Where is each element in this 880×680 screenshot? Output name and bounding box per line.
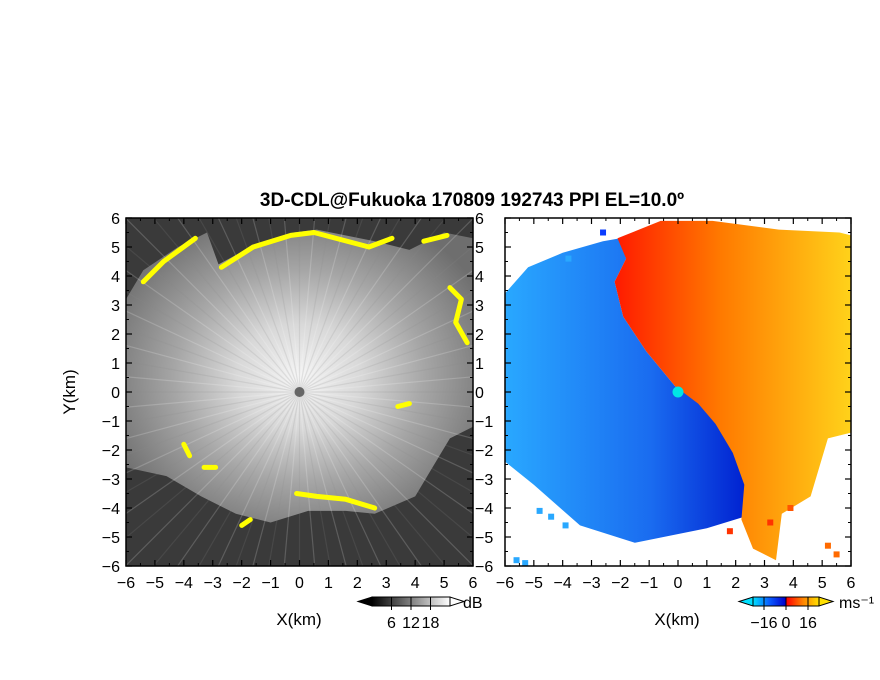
colorbar-high-arrow	[449, 596, 466, 607]
figure-title: 3D-CDL@Fukuoka 170809 192743 PPI EL=10.0…	[260, 190, 684, 211]
y-tick-label: 0	[111, 385, 120, 402]
x-tick-label: 4	[789, 575, 798, 592]
x-tick-label: −2	[233, 575, 251, 592]
colorbar-tick-label: −16	[750, 615, 777, 632]
y-tick-label-right: −4	[475, 501, 493, 518]
colorbar-tick-label: 12	[402, 615, 420, 632]
x-tick-label: −3	[204, 575, 222, 592]
y-tick-label-right: 5	[475, 240, 484, 257]
snr-image	[126, 218, 473, 566]
colorbar-low-arrow	[356, 596, 373, 607]
y-tick-label: 3	[111, 298, 120, 315]
x-tick-label: −1	[261, 575, 279, 592]
y-tick-label: −4	[102, 501, 120, 518]
colorbar-tick-label: 16	[799, 615, 817, 632]
x-tick-label: 3	[760, 575, 769, 592]
colorbar-unit: dB	[463, 595, 483, 612]
x-tick-label: −4	[554, 575, 572, 592]
y-tick-label-right: 1	[475, 356, 484, 373]
x-tick-label: −5	[146, 575, 164, 592]
y-tick-label-right: −1	[475, 414, 493, 431]
velocity-approaching-region	[505, 238, 748, 543]
x-tick-label: 4	[411, 575, 420, 592]
x-tick-label: 5	[818, 575, 827, 592]
x-tick-label: 1	[324, 575, 333, 592]
colorbar-low-arrow	[737, 596, 754, 607]
y-tick-label-right: 2	[475, 327, 484, 344]
y-tick-label-right: −3	[475, 472, 493, 489]
snr-echo-region	[126, 229, 473, 523]
y-tick-label: −6	[102, 559, 120, 576]
x-tick-label: 0	[674, 575, 683, 592]
x-tick-label: 2	[353, 575, 362, 592]
x-tick-label: 1	[702, 575, 711, 592]
x-tick-label: −4	[175, 575, 193, 592]
y-tick-label: 4	[111, 269, 120, 286]
colorbar-tick-label: 18	[422, 615, 440, 632]
y-tick-label-right: 0	[475, 385, 484, 402]
y-tick-label: 6	[111, 211, 120, 228]
snr-colorbar: 6 12 18 dB	[356, 595, 483, 632]
velocity-axis-ticks: −6 −5 −4 −3 −2 −1 0 1 2 3 4 5 6	[496, 217, 856, 592]
velocity-image	[505, 218, 851, 566]
y-tick-label: 1	[111, 356, 120, 373]
snr-panel: −6 −5 −4 −3 −2 −1 0 1 2 3 4 5 6−6 −6−5 −5−4 −4−3 −3−2 −2−…	[60, 211, 494, 632]
velocity-edge-speckle	[513, 229, 840, 566]
y-axis-label: Y(km)	[60, 369, 79, 414]
velocity-colorbar: −16 0 16 ms⁻¹	[737, 595, 874, 632]
radar-site-marker-right	[672, 386, 684, 398]
y-tick-label-right: 3	[475, 298, 484, 315]
y-tick-label-right: −2	[475, 443, 493, 460]
snr-saturated-highlight	[140, 230, 470, 528]
y-tick-label: −5	[102, 530, 120, 547]
x-tick-label: −6	[117, 575, 135, 592]
colorbar-high-arrow	[818, 596, 835, 607]
x-tick-label: −1	[640, 575, 658, 592]
y-tick-label-right: −5	[475, 530, 493, 547]
y-tick-label-right: 4	[475, 269, 484, 286]
velocity-receding-region	[614, 220, 851, 561]
x-axis-label-right: X(km)	[654, 610, 699, 629]
x-tick-label: 3	[382, 575, 391, 592]
y-tick-label: 5	[111, 240, 120, 257]
colorbar-tick-label: 6	[387, 615, 396, 632]
y-tick-label-right: −6	[475, 559, 493, 576]
y-tick-label-right: 6	[475, 211, 484, 228]
x-tick-label: 5	[440, 575, 449, 592]
snr-radial-texture	[126, 218, 473, 566]
x-tick-label: −3	[582, 575, 600, 592]
x-tick-label: −5	[525, 575, 543, 592]
y-tick-label: −1	[102, 414, 120, 431]
colorbar-unit: ms⁻¹	[839, 595, 874, 612]
x-tick-label: 6	[469, 575, 478, 592]
x-tick-label: 2	[731, 575, 740, 592]
x-tick-label: −2	[611, 575, 629, 592]
x-tick-label: −6	[496, 575, 514, 592]
snr-axis-ticks: −6 −5 −4 −3 −2 −1 0 1 2 3 4 5 6−6 −6−5 −5−4 −4−3 −3−2 −2−…	[102, 211, 494, 592]
y-tick-label: −3	[102, 472, 120, 489]
radar-site-marker-left	[294, 387, 305, 397]
x-axis-label-left: X(km)	[276, 610, 321, 629]
x-tick-label: 6	[847, 575, 856, 592]
y-tick-label: 2	[111, 327, 120, 344]
colorbar-tick-label: 0	[782, 615, 791, 632]
x-tick-label: 0	[295, 575, 304, 592]
velocity-panel: −6 −5 −4 −3 −2 −1 0 1 2 3 4 5 6 X(km) −16 0 16 ms⁻¹	[496, 217, 874, 632]
y-tick-label: −2	[102, 443, 120, 460]
